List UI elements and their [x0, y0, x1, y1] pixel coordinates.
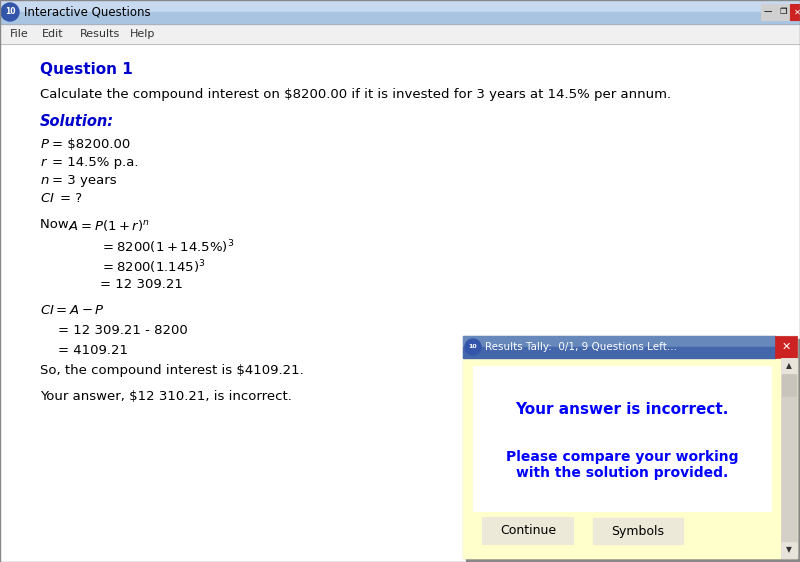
- Text: = ?: = ?: [60, 192, 82, 205]
- Bar: [782, 374, 796, 396]
- Text: File: File: [10, 29, 29, 39]
- Bar: [781, 542, 797, 558]
- Text: Help: Help: [130, 29, 155, 39]
- Text: ❐: ❐: [779, 7, 786, 16]
- Text: Your answer, $12 310.21, is incorrect.: Your answer, $12 310.21, is incorrect.: [40, 390, 292, 403]
- Text: $CI = A - P$: $CI = A - P$: [40, 304, 105, 317]
- Text: ✕: ✕: [794, 7, 800, 16]
- Bar: [473, 366, 771, 511]
- Bar: [0, 0, 800, 12]
- Text: ✕: ✕: [782, 342, 790, 352]
- Circle shape: [1, 3, 19, 21]
- Bar: [781, 358, 797, 374]
- Text: = 12 309.21: = 12 309.21: [100, 278, 183, 291]
- Text: Continue: Continue: [500, 524, 556, 537]
- Text: Calculate the compound interest on $8200.00 if it is invested for 3 years at 14.: Calculate the compound interest on $8200…: [40, 88, 671, 101]
- Text: ▼: ▼: [786, 546, 792, 555]
- Text: Please compare your working
with the solution provided.: Please compare your working with the sol…: [506, 450, 738, 480]
- Bar: [781, 358, 797, 558]
- Text: Symbols: Symbols: [611, 524, 665, 537]
- Text: = 4109.21: = 4109.21: [58, 344, 128, 357]
- Bar: [463, 336, 775, 347]
- Text: Results Tally:  0/1, 9 Questions Left...: Results Tally: 0/1, 9 Questions Left...: [485, 342, 677, 352]
- Text: Your answer is incorrect.: Your answer is incorrect.: [515, 402, 729, 417]
- Bar: [593, 518, 683, 544]
- Text: = 14.5% p.a.: = 14.5% p.a.: [52, 156, 138, 169]
- Text: Solution:: Solution:: [40, 114, 114, 129]
- Bar: [0, 24, 800, 44]
- Bar: [463, 347, 775, 358]
- Text: Edit: Edit: [42, 29, 64, 39]
- Bar: [477, 368, 769, 518]
- Bar: [483, 518, 573, 544]
- Bar: [790, 4, 800, 20]
- Text: $= 8200(1 + 14.5\%)^3$: $= 8200(1 + 14.5\%)^3$: [100, 238, 234, 256]
- Text: Interactive Questions: Interactive Questions: [24, 6, 150, 19]
- Text: Results: Results: [80, 29, 120, 39]
- Bar: [463, 358, 797, 558]
- Text: $A = P(1 + r)^n$: $A = P(1 + r)^n$: [68, 218, 150, 233]
- Text: $n$: $n$: [40, 174, 50, 187]
- Text: = 12 309.21 - 8200: = 12 309.21 - 8200: [58, 324, 188, 337]
- Text: Question 1: Question 1: [40, 62, 133, 77]
- Text: = 3 years: = 3 years: [52, 174, 117, 187]
- Text: $P$: $P$: [40, 138, 50, 151]
- Text: $CI$: $CI$: [40, 192, 54, 205]
- Circle shape: [465, 339, 481, 355]
- Text: Now,: Now,: [40, 218, 77, 231]
- Bar: [484, 519, 572, 543]
- Bar: [466, 339, 800, 561]
- Text: 10: 10: [5, 7, 15, 16]
- Bar: [775, 336, 797, 358]
- Text: ▲: ▲: [786, 361, 792, 370]
- Text: So, the compound interest is $4109.21.: So, the compound interest is $4109.21.: [40, 364, 304, 377]
- Bar: [776, 4, 790, 20]
- Bar: [761, 4, 775, 20]
- Bar: [0, 12, 800, 24]
- Bar: [463, 336, 797, 558]
- Text: 10: 10: [469, 345, 478, 350]
- Text: $= 8200(1.145)^3$: $= 8200(1.145)^3$: [100, 258, 206, 275]
- Text: $r$: $r$: [40, 156, 48, 169]
- Text: —: —: [764, 7, 772, 16]
- Text: = $8200.00: = $8200.00: [52, 138, 130, 151]
